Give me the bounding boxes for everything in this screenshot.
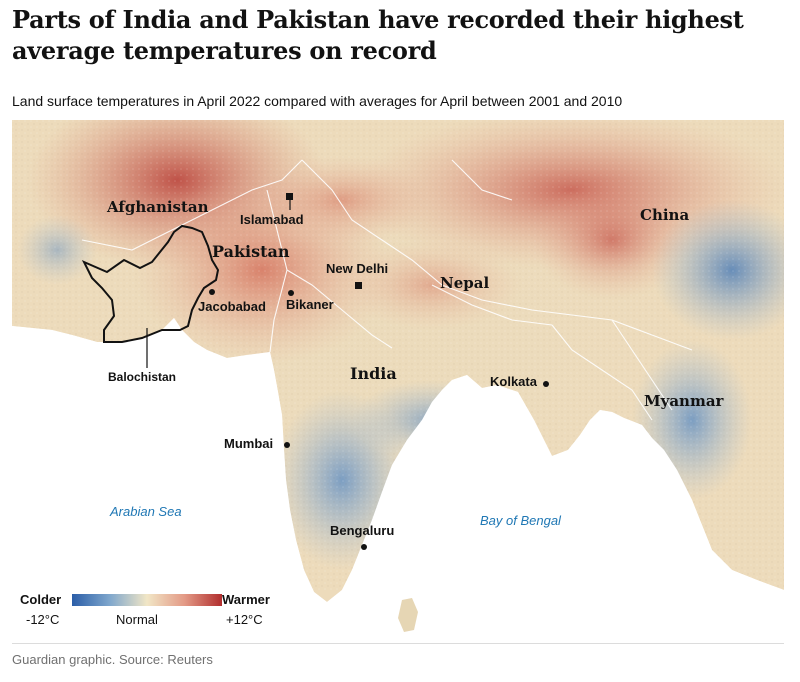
label-bikaner: Bikaner: [286, 297, 334, 312]
label-afghanistan: Afghanistan: [107, 198, 209, 216]
label-islamabad: Islamabad: [240, 212, 304, 227]
source-credit: Guardian graphic. Source: Reuters: [12, 652, 213, 667]
label-balochistan: Balochistan: [108, 370, 177, 384]
label-new-delhi: New Delhi: [326, 261, 389, 276]
bay-of-bengal-mask: [342, 375, 784, 644]
city-marker-bikaner: [288, 290, 294, 296]
temperature-map: Afghanistan Pakistan India Nepal China M…: [12, 120, 784, 644]
legend-normal-label: Normal: [116, 612, 158, 627]
label-myanmar: Myanmar: [644, 392, 724, 410]
footer-divider: [12, 643, 784, 644]
label-mumbai: Mumbai: [224, 436, 274, 451]
city-marker-kolkata: [543, 381, 549, 387]
chart-subtitle: Land surface temperatures in April 2022 …: [12, 93, 623, 109]
label-china: China: [640, 206, 690, 224]
map-canvas: [12, 120, 784, 644]
legend-color-scale: [72, 594, 222, 606]
temperature-legend: Colder -12°C Normal Warmer +12°C: [12, 592, 302, 632]
legend-warmer-label: Warmer: [222, 592, 270, 607]
label-bengaluru: Bengaluru: [330, 523, 395, 538]
label-kolkata: Kolkata: [490, 374, 537, 389]
balochistan-outline: [81, 224, 220, 343]
label-nepal: Nepal: [440, 274, 490, 292]
country-borders: [81, 159, 693, 421]
city-marker-mumbai: [284, 442, 290, 448]
sri-lanka: [398, 598, 418, 632]
chart-title: Parts of India and Pakistan have recorde…: [12, 5, 744, 65]
city-marker-bengaluru: [361, 544, 367, 550]
capital-marker-islamabad: [286, 193, 293, 200]
label-bay-of-bengal: Bay of Bengal: [480, 513, 561, 528]
capital-marker-new-delhi: [355, 282, 362, 289]
label-india: India: [350, 364, 397, 383]
legend-warmer-value: +12°C: [226, 612, 263, 627]
legend-colder-value: -12°C: [26, 612, 60, 627]
arabian-sea-mask: [12, 318, 342, 644]
label-jacobabad: Jacobabad: [198, 299, 266, 314]
label-arabian-sea: Arabian Sea: [110, 504, 182, 519]
legend-colder-label: Colder: [20, 592, 62, 607]
label-pakistan: Pakistan: [212, 242, 290, 261]
city-marker-jacobabad: [209, 289, 215, 295]
